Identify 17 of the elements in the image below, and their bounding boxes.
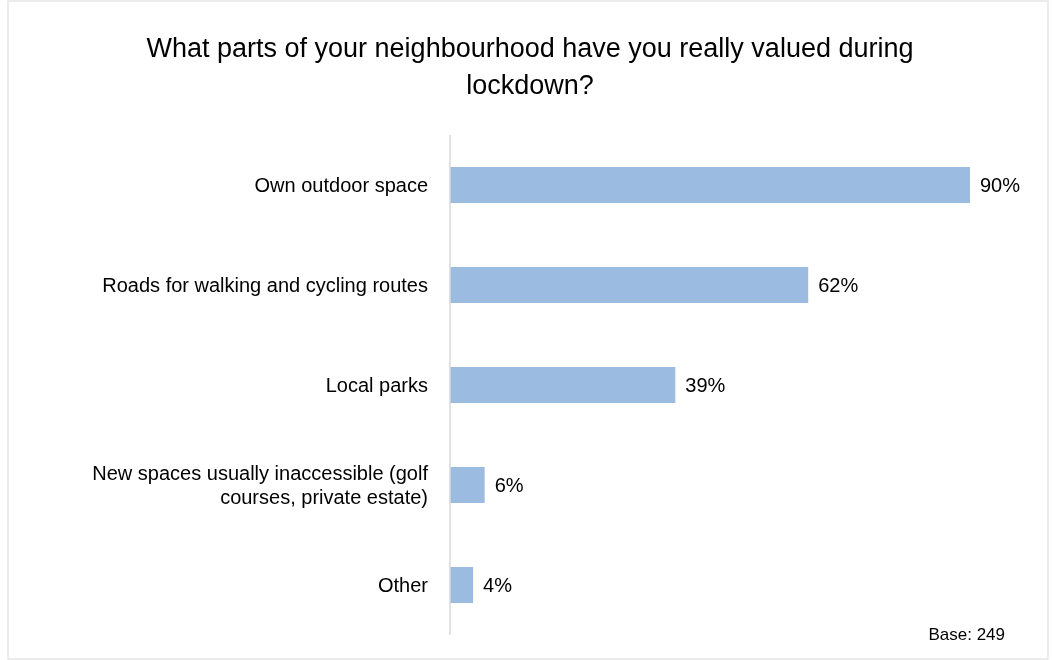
data-label: 90% bbox=[980, 174, 1021, 196]
bar bbox=[450, 467, 485, 503]
data-label: 4% bbox=[483, 574, 513, 596]
data-label: 62% bbox=[818, 274, 859, 296]
y-tick-label: Other bbox=[377, 574, 429, 596]
y-tick-label: Roads for walking and cycling routes bbox=[102, 274, 428, 296]
bar bbox=[450, 167, 970, 203]
y-tick-label: New spaces usually inaccessible (golf courses, private estate) bbox=[92, 462, 429, 508]
data-label: 6% bbox=[494, 474, 524, 496]
annotation: Base: 249 bbox=[928, 625, 1005, 644]
data-label: 39% bbox=[685, 374, 726, 396]
y-tick-label: Local parks bbox=[325, 374, 428, 396]
bar bbox=[450, 367, 676, 403]
bar bbox=[450, 567, 474, 603]
chart-title: What parts of your neighbourhood have you really valued during lockdown? bbox=[146, 33, 914, 100]
bar bbox=[450, 267, 809, 303]
y-tick-label: Own outdoor space bbox=[254, 174, 428, 196]
